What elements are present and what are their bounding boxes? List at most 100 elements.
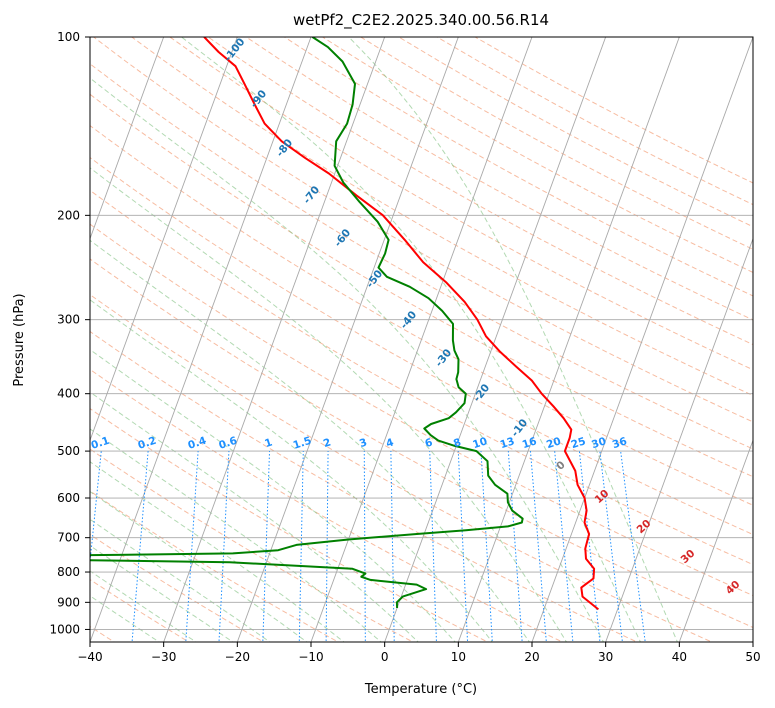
mixing-ratio-line <box>363 451 366 642</box>
dry-adiabat-line <box>284 37 753 297</box>
mixing-ratio-line <box>529 451 547 642</box>
mixing-ratio-label: 1.5 <box>292 435 313 452</box>
moist-adiabat-line <box>90 77 605 642</box>
mixing-ratio-label: 20 <box>545 435 563 451</box>
saturated-adiabat-label: -60 <box>332 227 353 249</box>
dry-adiabat-line <box>207 37 753 346</box>
mixing-ratio-label: 16 <box>521 435 539 451</box>
dry-adiabat-line <box>322 37 753 273</box>
x-tick-label: 40 <box>672 650 687 664</box>
mixing-ratio-line <box>298 451 304 642</box>
dry-adiabat-label: 40 <box>724 578 743 597</box>
dry-adiabat-line <box>90 294 713 642</box>
x-tick-label: −30 <box>151 650 176 664</box>
moist-adiabat-line <box>90 167 568 642</box>
background-lines <box>90 37 753 642</box>
moist-adiabat-line <box>90 461 345 642</box>
dry-adiabat-label: 10 <box>593 487 612 506</box>
mixing-ratio-line <box>185 451 199 642</box>
x-tick-label: −40 <box>77 650 102 664</box>
y-tick-label: 900 <box>57 595 80 609</box>
mixing-ratio-label: 0.1 <box>90 435 111 452</box>
dry-adiabat-line <box>90 156 753 536</box>
saturated-adiabat-label: -80 <box>274 137 295 159</box>
mixing-ratio-line <box>480 451 493 642</box>
dry-adiabat-line <box>90 223 753 597</box>
mixing-ratio-label: 13 <box>499 435 517 451</box>
mixing-ratio-label: 4 <box>385 436 396 450</box>
mixing-ratio-line <box>325 451 329 642</box>
mixing-ratio-label: 6 <box>423 436 434 450</box>
isotherm-line <box>752 640 753 642</box>
moist-adiabat-line <box>348 37 678 642</box>
y-tick-label: 200 <box>57 208 80 222</box>
chart-title: wetPf2_C2E2.2025.340.00.56.R14 <box>293 11 549 30</box>
mixing-ratio-line <box>131 451 149 642</box>
x-tick-label: 20 <box>524 650 539 664</box>
x-tick-label: 10 <box>451 650 466 664</box>
dry-adiabat-line <box>90 368 564 642</box>
dewpoint-series-line <box>90 37 524 609</box>
isotherm-line <box>457 37 680 642</box>
y-tick-label: 600 <box>57 491 80 505</box>
y-tick-label: 400 <box>57 387 80 401</box>
isotherm-line <box>163 37 386 642</box>
isotherm-line <box>384 37 607 642</box>
dry-adiabat-line <box>360 37 753 250</box>
mixing-ratio-label: 10 <box>471 435 489 451</box>
temperature-series-line <box>203 37 600 611</box>
mixing-ratio-label: 0.2 <box>136 435 157 452</box>
dry-adiabat-line <box>131 37 753 397</box>
saturated-adiabat-label: -90 <box>248 88 269 110</box>
mixing-ratio-label: 8 <box>452 436 463 450</box>
mixing-ratio-line <box>390 451 395 642</box>
mixing-ratio-label: 0.6 <box>217 435 238 452</box>
mixing-ratio-line <box>429 451 437 642</box>
dry-adiabat-line <box>436 37 753 206</box>
mixing-ratio-line <box>218 451 230 642</box>
mixing-ratio-line <box>620 451 646 642</box>
isotherm-line <box>531 37 753 642</box>
isotherm-line <box>90 37 165 240</box>
dry-adiabat-line <box>169 37 753 371</box>
plot-frame <box>89 36 754 643</box>
saturated-adiabat-label: -30 <box>433 347 454 369</box>
x-tick-label: −10 <box>298 650 323 664</box>
mixing-ratio-label: 36 <box>611 435 629 451</box>
isotherm-line <box>310 37 533 642</box>
isotherm-line <box>90 37 312 642</box>
x-tick-label: 30 <box>598 650 613 664</box>
saturated-adiabat-label: -100 <box>222 36 248 64</box>
isotherm-line <box>236 37 459 642</box>
mixing-ratio-label: 30 <box>590 435 608 451</box>
y-tick-label: 300 <box>57 313 80 327</box>
x-tick-label: 50 <box>745 650 760 664</box>
mixing-ratio-label: 1 <box>263 436 274 450</box>
x-axis-ticks: −40 −30 −20 −10 0 10 20 30 40 50 <box>77 642 761 664</box>
dry-adiabat-line <box>90 124 753 506</box>
sounding-curves <box>90 37 600 611</box>
y-tick-label: 500 <box>57 444 80 458</box>
mixing-ratio-line <box>90 451 102 567</box>
mixing-ratio-label: 0.4 <box>186 435 207 452</box>
dry-adiabat-line <box>398 37 753 228</box>
moist-adiabat-line <box>181 37 642 642</box>
x-axis-label: Temperature (°C) <box>364 682 477 697</box>
mixing-ratio-line <box>599 451 623 642</box>
y-axis-label: Pressure (hPa) <box>12 293 27 386</box>
mixing-ratio-line <box>578 451 601 642</box>
mixing-ratio-line <box>262 451 271 642</box>
mixing-ratio-line <box>457 451 469 642</box>
x-tick-label: −20 <box>225 650 250 664</box>
dry-adiabat-line <box>245 37 753 321</box>
mixing-ratio-line <box>554 451 574 642</box>
isotherm-line <box>90 37 238 442</box>
isotherm-line <box>678 439 753 642</box>
saturated-adiabat-label: -20 <box>471 382 492 404</box>
mixing-ratio-label: 25 <box>570 435 588 451</box>
x-tick-label: 0 <box>381 650 389 664</box>
dry-adiabat-line <box>90 189 753 566</box>
y-tick-label: 700 <box>57 531 80 545</box>
mixing-ratio-label: 3 <box>358 436 369 450</box>
